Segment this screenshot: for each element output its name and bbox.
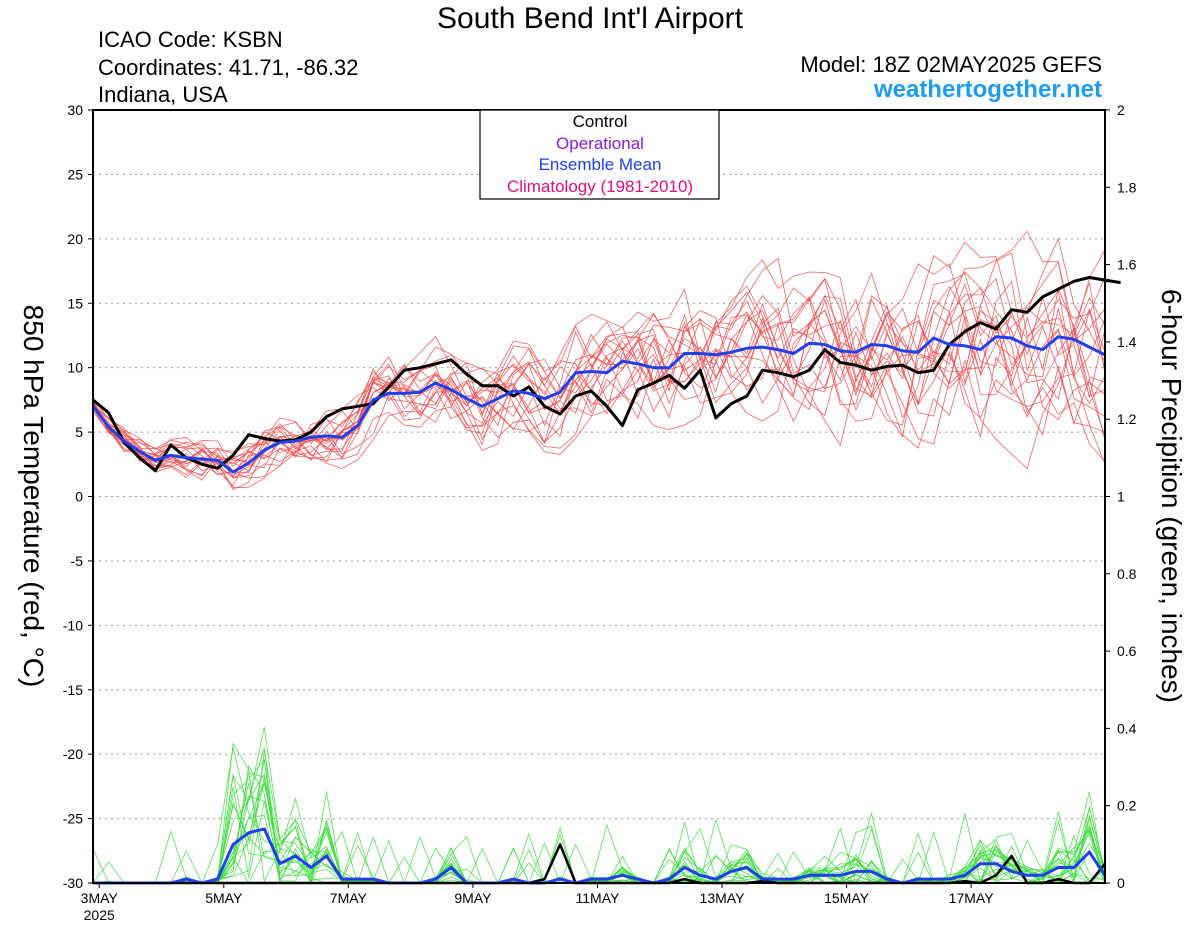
right-tick-label: 1.6 bbox=[1117, 257, 1137, 273]
precipitation-member-line bbox=[92, 782, 1106, 884]
x-tick-label: 15MAY bbox=[824, 890, 870, 906]
precipitation-member-line bbox=[93, 760, 1106, 884]
coordinates: Coordinates: 41.71, -86.32 bbox=[98, 55, 359, 80]
temperature-member-line bbox=[92, 271, 1106, 479]
model-run: Model: 18Z 02MAY2025 GEFS bbox=[800, 52, 1102, 77]
right-tick-label: 0.6 bbox=[1117, 643, 1137, 659]
left-tick-label: -5 bbox=[71, 553, 84, 569]
x-tick-label: 13MAY bbox=[700, 890, 746, 906]
left-tick-label: 15 bbox=[67, 295, 83, 311]
x-tick-label: 3MAY bbox=[81, 890, 119, 906]
left-tick-label: 0 bbox=[75, 489, 83, 505]
left-tick-label: 25 bbox=[67, 166, 83, 182]
temperature-member-line bbox=[92, 241, 1106, 481]
right-tick-label: 1.4 bbox=[1117, 334, 1137, 350]
left-tick-label: -15 bbox=[63, 682, 83, 698]
precipitation-member-line bbox=[93, 727, 1106, 885]
precipitation-member-line bbox=[93, 758, 1106, 884]
legend: Control Operational Ensemble Mean Climat… bbox=[479, 109, 720, 200]
temperature-member-line bbox=[92, 282, 1106, 464]
icao-code: ICAO Code: KSBN bbox=[98, 27, 283, 52]
left-axis-title: 850 hPa Temperature (red, °C) bbox=[18, 305, 49, 688]
right-axis-ticks: 2 1.8 1.6 1.4 1.2 1 0.8 0.6 0.4 0.2 0 bbox=[1105, 102, 1137, 891]
right-tick-label: 0.4 bbox=[1117, 720, 1137, 736]
temperature-member-line bbox=[92, 310, 1106, 479]
precipitation-member-line bbox=[93, 795, 1106, 884]
x-tick-label: 17MAY bbox=[949, 890, 995, 906]
right-tick-label: 1 bbox=[1117, 489, 1125, 505]
x-tick-year: 2025 bbox=[84, 907, 115, 923]
temperature-member-line bbox=[92, 280, 1106, 472]
legend-ensemble-mean: Ensemble Mean bbox=[539, 155, 662, 174]
precipitation-members bbox=[92, 727, 1106, 885]
right-axis-title: 6-hour Precipition (green, inches) bbox=[1156, 289, 1187, 703]
ensemble-mean-temperature-line bbox=[91, 335, 1106, 474]
temperature-member-line bbox=[92, 298, 1106, 479]
left-tick-label: 30 bbox=[67, 102, 83, 118]
legend-operational: Operational bbox=[556, 134, 644, 153]
right-tick-label: 0.2 bbox=[1117, 798, 1137, 814]
chart-title: South Bend Int'l Airport bbox=[437, 2, 743, 35]
temperature-members bbox=[92, 230, 1106, 491]
left-tick-label: -10 bbox=[63, 617, 83, 633]
x-tick-label: 11MAY bbox=[576, 890, 620, 906]
precipitation-member-line bbox=[93, 815, 1106, 884]
x-tick-label: 9MAY bbox=[454, 890, 492, 906]
left-tick-label: 5 bbox=[75, 424, 83, 440]
left-tick-label: 20 bbox=[67, 231, 83, 247]
left-tick-label: -25 bbox=[63, 811, 83, 827]
left-tick-label: 10 bbox=[67, 360, 83, 376]
right-tick-label: 2 bbox=[1117, 102, 1125, 118]
left-axis-ticks: 30 25 20 15 10 5 0 -5 -10 -15 -20 -25 -30 bbox=[63, 102, 93, 891]
temperature-member-line bbox=[92, 262, 1106, 476]
temperature-member-line bbox=[92, 285, 1106, 475]
temperature-member-line bbox=[92, 282, 1106, 468]
right-tick-label: 1.2 bbox=[1117, 411, 1137, 427]
legend-box bbox=[479, 109, 720, 200]
x-tick-label: 5MAY bbox=[205, 890, 243, 906]
temperature-member-line bbox=[92, 288, 1106, 489]
legend-control: Control bbox=[573, 112, 628, 131]
right-tick-label: 1.8 bbox=[1117, 179, 1137, 195]
region: Indiana, USA bbox=[98, 82, 228, 107]
left-tick-label: -20 bbox=[63, 746, 83, 762]
site-link[interactable]: weathertogether.net bbox=[873, 76, 1102, 103]
gridlines bbox=[93, 173, 1105, 820]
legend-climatology: Climatology (1981-2010) bbox=[507, 177, 693, 196]
left-tick-label: -30 bbox=[63, 875, 83, 891]
right-tick-label: 0.8 bbox=[1117, 566, 1137, 582]
right-tick-label: 0 bbox=[1117, 875, 1125, 891]
ensemble-mean-precipitation-line bbox=[93, 827, 1107, 885]
x-tick-label: 7MAY bbox=[330, 890, 368, 906]
temperature-member-line bbox=[92, 297, 1106, 461]
